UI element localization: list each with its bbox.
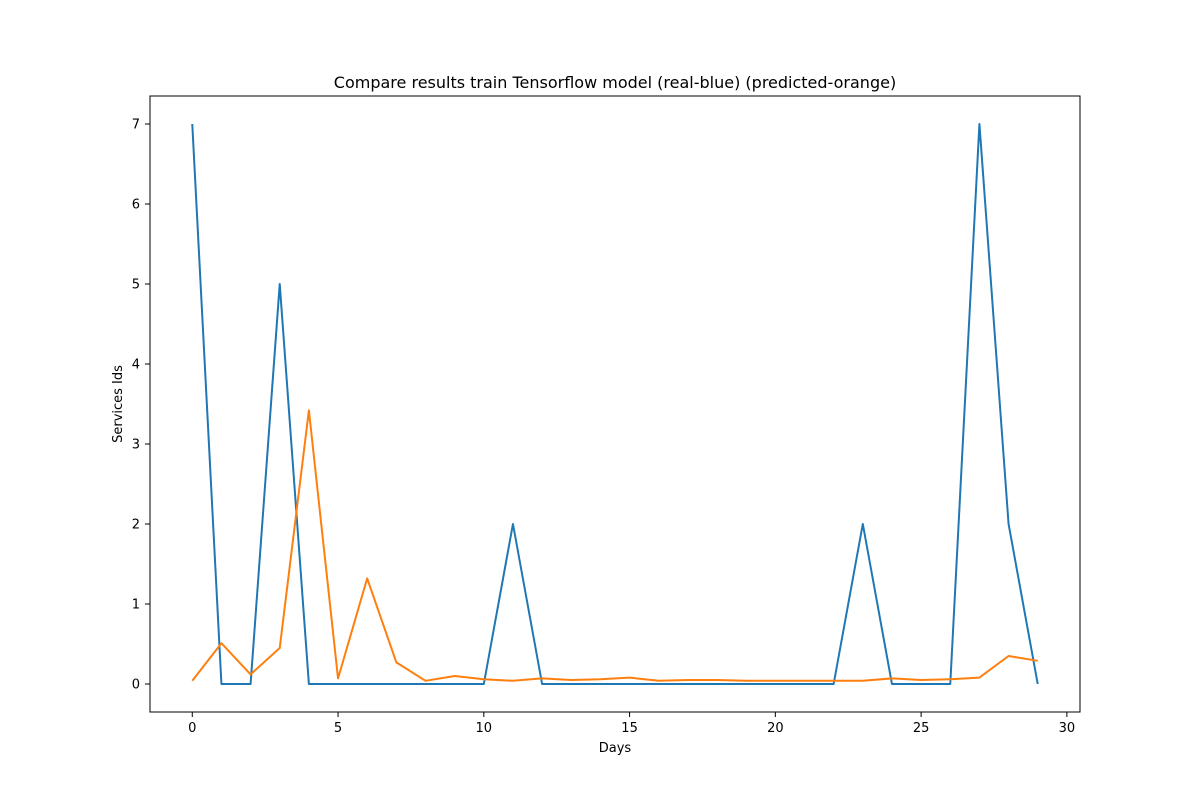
x-tick-label: 0 [188, 721, 196, 736]
axes-frame [149, 95, 1081, 713]
y-tick-label: 4 [132, 358, 140, 373]
series-line-2 [191, 409, 1038, 682]
chart-title: Compare results train Tensorflow model (… [334, 73, 896, 92]
y-tick-label: 5 [132, 278, 140, 293]
y-axis-label: Services Ids [111, 365, 126, 443]
y-axis-ticks: 0 1 2 3 4 5 6 7 [132, 118, 150, 693]
x-tick-label: 30 [1059, 721, 1076, 736]
x-tick-label: 5 [334, 721, 342, 736]
y-tick-label: 2 [132, 518, 140, 533]
x-axis-label: Days [599, 741, 632, 756]
y-tick-label: 0 [132, 678, 140, 693]
x-tick-label: 10 [476, 721, 493, 736]
x-tick-label: 20 [767, 721, 784, 736]
y-tick-label: 6 [132, 198, 140, 213]
plot-area [191, 123, 1039, 685]
y-tick-label: 3 [132, 438, 140, 453]
y-tick-label: 7 [132, 118, 140, 133]
y-tick-label: 1 [132, 598, 140, 613]
x-tick-label: 25 [913, 721, 930, 736]
x-tick-label: 15 [621, 721, 638, 736]
x-axis-ticks: 0 5 10 15 20 25 30 [188, 712, 1075, 736]
series-line-1 [191, 123, 1039, 685]
